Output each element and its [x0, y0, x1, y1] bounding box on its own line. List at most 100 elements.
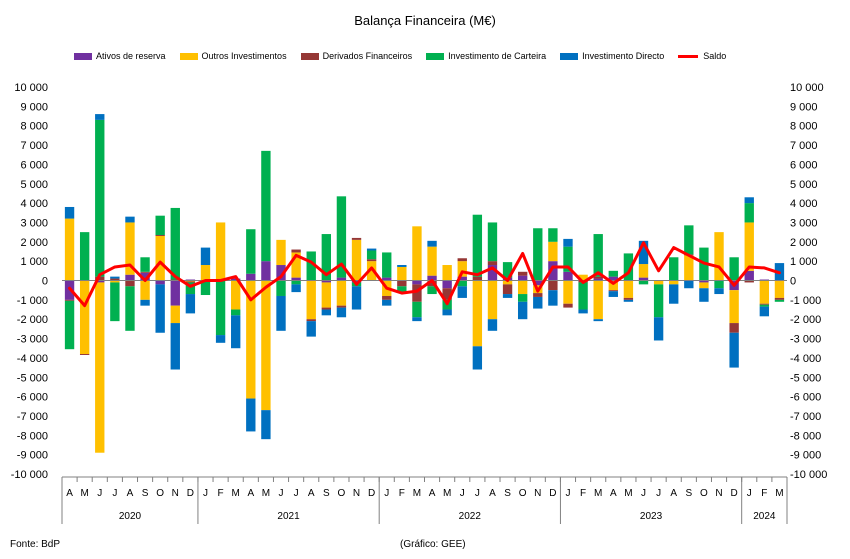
bar-segment	[261, 410, 271, 440]
x-tick-label: F	[218, 488, 224, 499]
y-tick-label-right: 8 000	[790, 121, 818, 133]
bar-segment	[351, 237, 362, 240]
y-tick-label-left: -3 000	[17, 334, 48, 346]
y-tick-label-right: -1 000	[790, 295, 821, 307]
bar-segment	[246, 280, 256, 399]
bar-segment	[774, 299, 785, 302]
x-tick-label: O	[156, 488, 164, 499]
x-tick-label: A	[670, 488, 677, 499]
bar-segment	[684, 225, 694, 255]
bar-segment	[276, 295, 286, 331]
x-tick-label: M	[443, 488, 451, 499]
bar-segment	[110, 278, 120, 281]
bar-segment	[291, 280, 301, 285]
bar-segment	[321, 234, 331, 281]
bar-segment	[215, 335, 226, 343]
bar-segment	[95, 119, 105, 277]
bar-segment	[578, 274, 588, 281]
x-tick-label: N	[715, 488, 722, 499]
bar-segment	[366, 248, 377, 251]
y-tick-label-right: -4 000	[790, 353, 821, 365]
y-tick-label-left: -1 000	[17, 295, 48, 307]
year-label: 2020	[119, 511, 142, 522]
bar-segment	[412, 280, 422, 285]
bar-segment	[578, 282, 588, 310]
footer-credit: (Gráfico: GEE)	[400, 539, 466, 550]
bar-segment	[533, 280, 543, 286]
bar-segment	[487, 265, 498, 281]
bar-segment	[155, 284, 165, 333]
bar-segment	[155, 236, 165, 281]
bar-segment	[291, 252, 301, 278]
bar-segment	[382, 252, 392, 278]
x-tick-label: J	[97, 488, 102, 499]
bar-segment	[593, 280, 603, 320]
bar-segment	[79, 232, 90, 281]
bar-segment	[653, 280, 664, 285]
x-tick-label: A	[127, 488, 134, 499]
bar-segment	[95, 114, 105, 120]
bar-segment	[593, 234, 603, 277]
bar-segment	[774, 280, 785, 298]
bar-segment	[714, 280, 724, 289]
x-tick-label: J	[475, 488, 480, 499]
legend-label: Ativos de reserva	[96, 51, 166, 61]
bar-segment	[291, 284, 301, 293]
bar-segment	[548, 228, 558, 242]
bar-segment	[517, 271, 528, 276]
bar-segment	[185, 294, 196, 314]
x-tick-label: A	[308, 488, 315, 499]
bar-segment	[623, 297, 634, 300]
y-tick-label-right: 10 000	[790, 82, 824, 94]
bar-segment	[95, 276, 105, 281]
bar-segment	[533, 228, 543, 281]
bar-segment	[231, 309, 241, 316]
bar-segment	[215, 280, 226, 336]
y-tick-label-left: -10 000	[11, 469, 48, 481]
bar-segment	[457, 276, 467, 281]
bar-segment	[533, 293, 543, 297]
legend-label: Investimento de Carteira	[448, 51, 547, 61]
legend-item: Outros Investimentos	[179, 51, 287, 61]
bar-segment	[200, 247, 211, 266]
bar-segment	[291, 277, 301, 281]
y-tick-label-left: 0	[42, 276, 48, 288]
x-tick-label: F	[399, 488, 405, 499]
legend-swatch	[300, 52, 319, 60]
x-tick-label: J	[656, 488, 661, 499]
bar-segment	[64, 299, 75, 301]
bar-segment	[457, 261, 467, 277]
bar-segment	[684, 280, 694, 289]
bar-segment	[110, 280, 120, 283]
bar-segment	[306, 319, 316, 322]
bar-segment	[744, 197, 754, 204]
bar-segment	[231, 280, 241, 310]
x-tick-label: F	[761, 488, 767, 499]
bar-segment	[699, 288, 709, 302]
bar-segment	[563, 271, 573, 281]
bar-segment	[397, 265, 407, 267]
chart-title: Balança Financeira (M€)	[354, 13, 496, 28]
bar-segment	[638, 280, 649, 285]
bar-segment	[502, 284, 513, 295]
legend-swatch	[74, 52, 92, 60]
y-tick-label-right: 6 000	[790, 159, 818, 171]
bar-segment	[140, 271, 150, 273]
legend-item: Investimento Directo	[560, 51, 664, 61]
bar-segment	[608, 290, 618, 292]
x-tick-label: M	[775, 488, 783, 499]
bar-segment	[306, 280, 316, 320]
bar-segment	[472, 280, 483, 347]
x-tick-label: M	[413, 488, 421, 499]
x-tick-label: N	[353, 488, 360, 499]
bar-segment	[155, 280, 165, 285]
bar-segment	[729, 257, 739, 281]
bar-segment	[246, 398, 256, 432]
x-tick-label: O	[338, 488, 346, 499]
bar-segment	[170, 280, 180, 306]
x-tick-label: A	[66, 488, 73, 499]
bar-segment	[140, 299, 150, 306]
saldo-line	[68, 241, 781, 308]
x-tick-label: J	[565, 488, 570, 499]
bar-segment	[638, 264, 649, 278]
